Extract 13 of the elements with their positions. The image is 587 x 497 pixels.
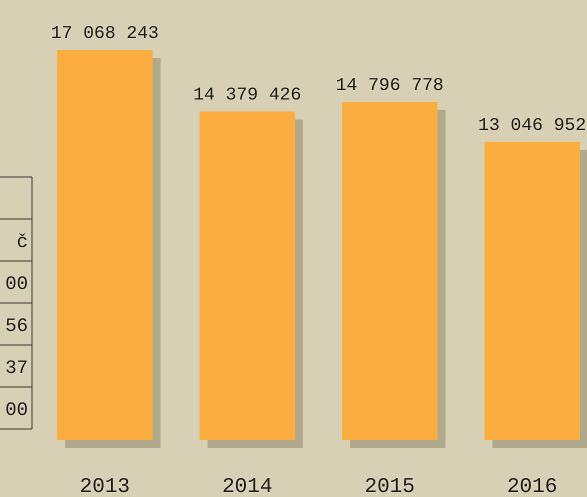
data-label: 13 046 952 (478, 116, 586, 136)
x-tick-label: 2013 (80, 476, 130, 497)
text: č (16, 231, 28, 253)
x-tick-label: 2014 (222, 476, 272, 497)
x-tick-label: 2015 (364, 476, 415, 497)
text: 56 (5, 315, 28, 337)
x-tick-label: 2016 (506, 476, 558, 497)
text: 00 (5, 273, 28, 295)
text: 00 (5, 399, 28, 421)
data-label: 14 796 778 (336, 76, 444, 96)
data-label: 14 379 426 (193, 85, 302, 106)
text: 37 (5, 357, 28, 379)
data-label: 17 068 243 (50, 24, 159, 44)
